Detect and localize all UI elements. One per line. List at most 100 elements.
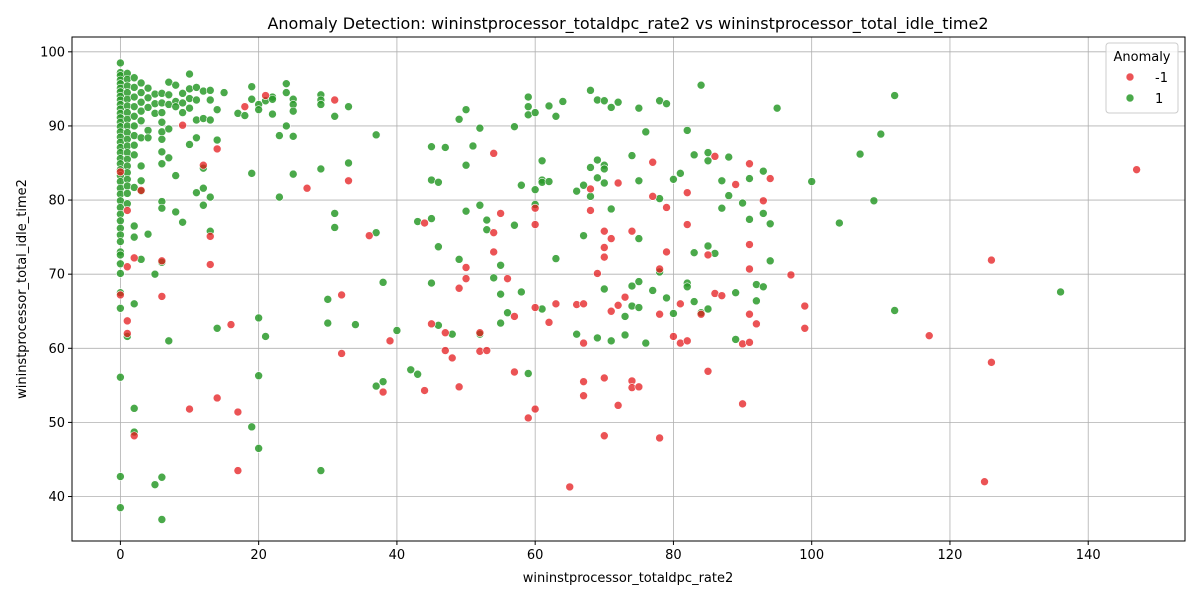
normal-point	[517, 180, 526, 190]
normal-point	[731, 335, 740, 344]
normal-point	[254, 313, 263, 323]
normal-point	[634, 176, 644, 186]
plot-frame	[71, 36, 1186, 542]
anomaly-point	[440, 328, 450, 338]
normal-point	[427, 214, 436, 223]
normal-point	[129, 73, 139, 83]
anomaly-point	[710, 152, 720, 161]
normal-point	[717, 203, 727, 213]
normal-point	[275, 192, 284, 202]
normal-point	[599, 96, 609, 106]
normal-point	[323, 295, 333, 304]
anomaly-point	[717, 291, 727, 300]
normal-point	[475, 123, 485, 133]
normal-point	[275, 131, 284, 140]
normal-point	[634, 303, 644, 312]
normal-point	[371, 130, 381, 140]
chart-title: Anomaly Detection: wininstprocessor_tota…	[267, 14, 988, 34]
anomaly-point	[116, 290, 125, 300]
anomaly-point	[987, 255, 996, 265]
grid-lines	[72, 37, 1185, 541]
anomaly-point	[655, 309, 664, 319]
normal-point	[634, 234, 644, 243]
anomaly-point	[599, 226, 609, 236]
normal-point	[461, 206, 471, 216]
anomaly-point	[579, 377, 588, 386]
anomaly-point	[752, 319, 761, 329]
normal-point	[268, 109, 277, 119]
anomaly-point	[420, 218, 429, 228]
normal-point	[212, 105, 222, 114]
anomaly-point	[454, 283, 464, 293]
normal-point	[703, 241, 713, 251]
anomaly-point	[136, 186, 146, 195]
normal-point	[634, 277, 644, 286]
anomaly-point	[129, 253, 139, 263]
normal-point	[330, 223, 340, 232]
anomaly-point	[627, 226, 637, 236]
anomaly-point	[613, 301, 623, 310]
anomaly-point	[123, 206, 132, 215]
anomaly-point	[620, 292, 630, 302]
normal-point	[752, 296, 761, 306]
normal-point	[123, 181, 132, 191]
anomaly-point	[364, 231, 374, 240]
normal-point	[268, 94, 277, 104]
y-tick-label: 60	[48, 342, 65, 357]
anomaly-point	[1132, 165, 1141, 174]
normal-point	[281, 121, 291, 131]
normal-point	[164, 90, 174, 100]
normal-point	[869, 196, 879, 206]
normal-point	[530, 108, 540, 117]
normal-point	[185, 103, 194, 113]
normal-point	[606, 204, 616, 214]
normal-point	[281, 79, 291, 88]
normal-point	[178, 89, 187, 98]
normal-point	[551, 254, 561, 263]
x-tick-label: 120	[938, 548, 963, 563]
normal-point	[157, 472, 167, 482]
normal-point	[413, 369, 422, 379]
normal-point	[689, 297, 699, 306]
x-tick-label: 100	[799, 548, 824, 563]
normal-point	[164, 124, 174, 134]
y-tick-label: 70	[48, 268, 65, 283]
normal-point	[627, 281, 637, 291]
normal-point	[689, 150, 699, 160]
anomaly-point	[745, 240, 754, 249]
legend-label-normal: 1	[1155, 92, 1163, 107]
normal-point	[129, 150, 139, 160]
normal-point	[496, 260, 505, 270]
anomaly-point	[454, 382, 464, 392]
normal-point	[434, 321, 443, 330]
normal-point	[316, 466, 326, 475]
normal-point	[627, 151, 637, 160]
anomaly-point	[800, 323, 810, 333]
normal-point	[171, 171, 180, 180]
anomaly-point	[613, 401, 623, 410]
normal-point	[606, 103, 616, 112]
legend-label-anomaly: -1	[1155, 71, 1168, 86]
normal-point	[129, 404, 139, 413]
normal-point	[627, 301, 637, 311]
normal-point	[136, 106, 146, 116]
normal-point	[247, 169, 257, 178]
normal-point	[136, 176, 146, 186]
anomaly-point	[157, 292, 167, 301]
anomaly-point	[599, 373, 609, 383]
normal-point	[855, 149, 865, 159]
normal-point	[143, 133, 153, 143]
x-tick-label: 140	[1076, 548, 1101, 563]
normal-point	[129, 140, 139, 150]
anomaly-point	[199, 160, 208, 170]
normal-point	[572, 186, 581, 196]
x-tick-label: 80	[665, 548, 682, 563]
normal-point	[392, 326, 402, 335]
anomaly-point	[461, 263, 471, 272]
normal-point	[136, 255, 146, 264]
normal-point	[129, 121, 139, 131]
normal-point	[544, 177, 554, 186]
anomaly-point	[786, 270, 796, 280]
normal-point	[150, 480, 160, 489]
